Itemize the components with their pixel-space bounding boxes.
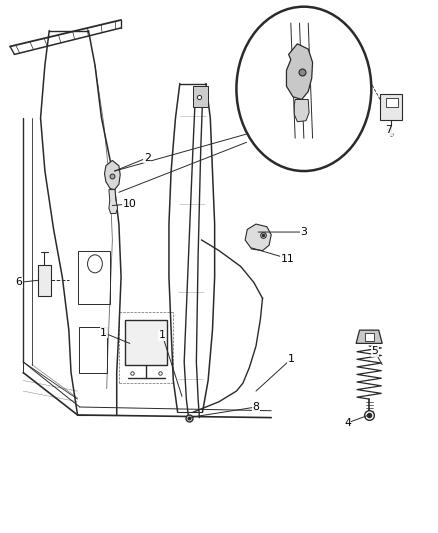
Text: 5: 5 <box>371 346 378 357</box>
Bar <box>193 86 208 108</box>
Text: 1: 1 <box>159 330 166 341</box>
Text: 1: 1 <box>287 354 294 364</box>
Text: 10: 10 <box>123 199 137 209</box>
Text: 7: 7 <box>385 125 392 135</box>
Polygon shape <box>286 44 313 100</box>
Text: 11: 11 <box>281 254 295 263</box>
Bar <box>125 319 167 365</box>
Bar <box>380 94 402 119</box>
Polygon shape <box>294 100 309 122</box>
Polygon shape <box>245 224 271 251</box>
Bar <box>386 98 398 108</box>
Bar <box>79 327 107 373</box>
Text: 1: 1 <box>100 328 107 338</box>
Text: 6: 6 <box>15 277 22 287</box>
Text: 2: 2 <box>144 153 151 163</box>
Polygon shape <box>356 330 382 343</box>
Bar <box>39 265 50 296</box>
Circle shape <box>237 7 371 171</box>
Polygon shape <box>109 190 117 214</box>
Text: 4: 4 <box>344 418 351 428</box>
Text: 3: 3 <box>300 227 307 237</box>
Bar <box>78 251 110 304</box>
Polygon shape <box>105 160 120 190</box>
Bar <box>365 333 374 341</box>
Text: 8: 8 <box>253 402 259 412</box>
